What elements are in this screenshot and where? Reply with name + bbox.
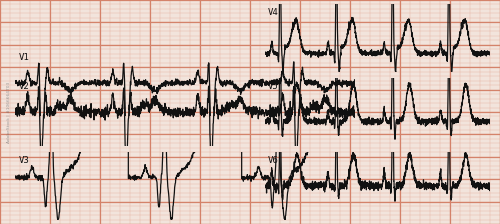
Text: V4: V4 [267, 8, 278, 17]
Text: V2: V2 [18, 82, 29, 91]
Text: V1: V1 [18, 53, 29, 62]
Text: AdobeStock | #1066664703: AdobeStock | #1066664703 [6, 81, 10, 143]
Text: V5: V5 [267, 82, 278, 91]
Text: V6: V6 [267, 156, 278, 165]
Text: V3: V3 [18, 156, 29, 165]
